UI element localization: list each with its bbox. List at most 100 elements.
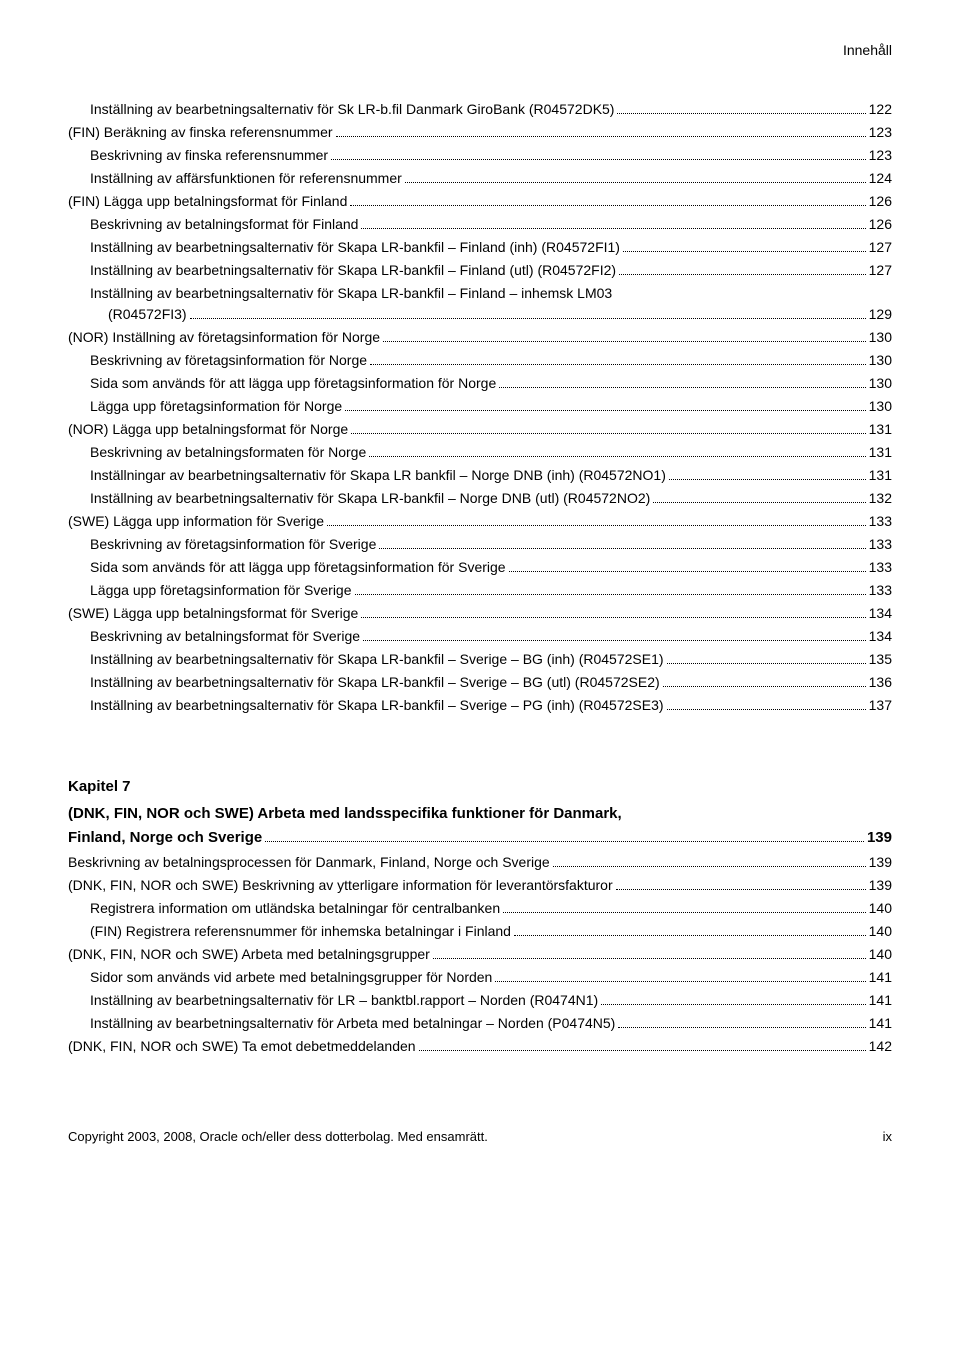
toc-entry: Beskrivning av betalningsformaten för No…	[68, 442, 892, 463]
toc-entry-title: Inställning av bearbetningsalternativ fö…	[90, 285, 612, 301]
toc-entry-page: 131	[869, 465, 892, 486]
toc-entry-title: Inställning av bearbetningsalternativ fö…	[90, 990, 598, 1011]
toc-entry: Sidor som används vid arbete med betalni…	[68, 967, 892, 988]
toc-entry: Inställning av bearbetningsalternativ fö…	[68, 1013, 892, 1034]
toc-leader	[383, 341, 866, 342]
toc-entry-title: Lägga upp företagsinformation för Norge	[90, 396, 342, 417]
toc-entry: (SWE) Lägga upp information för Sverige 1…	[68, 511, 892, 532]
toc-leader	[616, 889, 866, 890]
toc-leader	[499, 387, 865, 388]
page-number: ix	[883, 1127, 892, 1147]
toc-entry-title: (FIN) Registrera referensnummer för inhe…	[90, 921, 511, 942]
toc-entry-title-cont: (R04572FI3)	[108, 304, 187, 325]
page-footer: Copyright 2003, 2008, Oracle och/eller d…	[68, 1127, 892, 1147]
toc-entry-title: (DNK, FIN, NOR och SWE) Beskrivning av y…	[68, 875, 613, 896]
toc-leader	[363, 640, 866, 641]
toc-entry-title: Inställning av bearbetningsalternativ fö…	[90, 695, 664, 716]
toc-entry-page: 127	[869, 260, 892, 281]
toc-entry-title: Beskrivning av betalningsformat för Finl…	[90, 214, 358, 235]
toc-entry-title: (SWE) Lägga upp betalningsformat för Sve…	[68, 603, 358, 624]
toc-entry-title: (FIN) Beräkning av finska referensnummer	[68, 122, 333, 143]
chapter-title-text-1: (DNK, FIN, NOR och SWE) Arbeta med lands…	[68, 803, 622, 826]
toc-entry-page: 136	[869, 672, 892, 693]
toc-entry-page: 134	[869, 626, 892, 647]
toc-entry-page: 131	[869, 419, 892, 440]
toc-entry-title: Inställning av bearbetningsalternativ fö…	[90, 1013, 615, 1034]
toc-entry-page: 126	[869, 191, 892, 212]
toc-entry-title: Sida som används för att lägga upp föret…	[90, 373, 496, 394]
toc-leader	[265, 841, 864, 842]
toc-entry-title: Beskrivning av betalningsformaten för No…	[90, 442, 366, 463]
toc-leader	[369, 456, 865, 457]
toc-entry-page: 127	[869, 237, 892, 258]
toc-entry-title: Inställning av bearbetningsalternativ fö…	[90, 672, 660, 693]
toc-entry-page: 141	[869, 990, 892, 1011]
chapter-7-block: Kapitel 7 (DNK, FIN, NOR och SWE) Arbeta…	[68, 776, 892, 850]
toc-entry-page: 141	[869, 967, 892, 988]
toc-entry: Inställning av affärsfunktionen för refe…	[68, 168, 892, 189]
toc-entry-title: Inställning av bearbetningsalternativ fö…	[90, 237, 620, 258]
toc-leader	[345, 410, 865, 411]
copyright-text: Copyright 2003, 2008, Oracle och/eller d…	[68, 1127, 488, 1147]
toc-entry-page: 133	[869, 511, 892, 532]
toc-entry: (DNK, FIN, NOR och SWE) Beskrivning av y…	[68, 875, 892, 896]
toc-entry-page: 140	[869, 898, 892, 919]
toc-entry: Beskrivning av finska referensnummer123	[68, 145, 892, 166]
chapter-label: Kapitel 7	[68, 776, 892, 799]
toc-entry: (DNK, FIN, NOR och SWE) Arbeta med betal…	[68, 944, 892, 965]
toc-entry: Sida som används för att lägga upp föret…	[68, 373, 892, 394]
toc-entry: (DNK, FIN, NOR och SWE) Ta emot debetmed…	[68, 1036, 892, 1057]
toc-section-2: Beskrivning av betalningsprocessen för D…	[68, 852, 892, 1057]
toc-entry: (NOR) Inställning av företagsinformation…	[68, 327, 892, 348]
toc-entry-page: 142	[869, 1036, 892, 1057]
chapter-page: 139	[867, 827, 892, 850]
toc-leader	[327, 525, 866, 526]
toc-entry-page: 130	[869, 350, 892, 371]
toc-entry-page: 130	[869, 327, 892, 348]
toc-entry-title: Inställning av bearbetningsalternativ fö…	[90, 649, 664, 670]
toc-entry: Beskrivning av betalningsformat för Finl…	[68, 214, 892, 235]
chapter-title-text-2: Finland, Norge och Sverige	[68, 827, 262, 850]
toc-leader	[617, 113, 865, 114]
toc-leader	[355, 594, 866, 595]
toc-entry-page: 139	[869, 875, 892, 896]
toc-entry: Inställning av bearbetningsalternativ fö…	[68, 990, 892, 1011]
toc-entry: (NOR) Lägga upp betalningsformat för Nor…	[68, 419, 892, 440]
toc-entry-page: 135	[869, 649, 892, 670]
toc-leader	[336, 136, 866, 137]
toc-leader	[405, 182, 866, 183]
chapter-title-line1: (DNK, FIN, NOR och SWE) Arbeta med lands…	[68, 803, 892, 826]
toc-entry-title: Sida som används för att lägga upp föret…	[90, 557, 506, 578]
toc-entry-title: Sidor som används vid arbete med betalni…	[90, 967, 492, 988]
toc-entry: Inställning av bearbetningsalternativ fö…	[68, 260, 892, 281]
toc-entry: Inställning av bearbetningsalternativ fö…	[68, 99, 892, 120]
toc-leader	[601, 1004, 865, 1005]
toc-entry: Beskrivning av företagsinformation för S…	[68, 534, 892, 555]
toc-leader	[619, 274, 866, 275]
toc-entry-page: 141	[869, 1013, 892, 1034]
toc-entry-page: 134	[869, 603, 892, 624]
toc-entry-title: (FIN) Lägga upp betalningsformat för Fin…	[68, 191, 347, 212]
toc-leader	[553, 866, 866, 867]
toc-leader	[361, 228, 865, 229]
toc-leader	[669, 479, 866, 480]
toc-entry: Inställning av bearbetningsalternativ fö…	[68, 695, 892, 716]
toc-leader	[331, 159, 866, 160]
toc-entry: (SWE) Lägga upp betalningsformat för Sve…	[68, 603, 892, 624]
toc-entry: Inställning av bearbetningsalternativ fö…	[68, 283, 892, 325]
toc-entry-page: 137	[869, 695, 892, 716]
toc-entry-title: Inställningar av bearbetningsalternativ …	[90, 465, 666, 486]
toc-entry-title: (DNK, FIN, NOR och SWE) Arbeta med betal…	[68, 944, 430, 965]
toc-entry-title: Lägga upp företagsinformation för Sverig…	[90, 580, 352, 601]
toc-entry-title: Beskrivning av företagsinformation för N…	[90, 350, 367, 371]
toc-entry-page: 140	[869, 921, 892, 942]
toc-entry-title: (SWE) Lägga upp information för Sverige	[68, 511, 324, 532]
toc-entry: (FIN) Registrera referensnummer för inhe…	[68, 921, 892, 942]
toc-leader	[379, 548, 865, 549]
toc-entry-title: Beskrivning av finska referensnummer	[90, 145, 328, 166]
toc-entry-title: Inställning av bearbetningsalternativ fö…	[90, 99, 614, 120]
toc-entry-page: 133	[869, 534, 892, 555]
toc-entry-title: (DNK, FIN, NOR och SWE) Ta emot debetmed…	[68, 1036, 416, 1057]
toc-entry-page: 131	[869, 442, 892, 463]
toc-entry-title: Inställning av bearbetningsalternativ fö…	[90, 260, 616, 281]
